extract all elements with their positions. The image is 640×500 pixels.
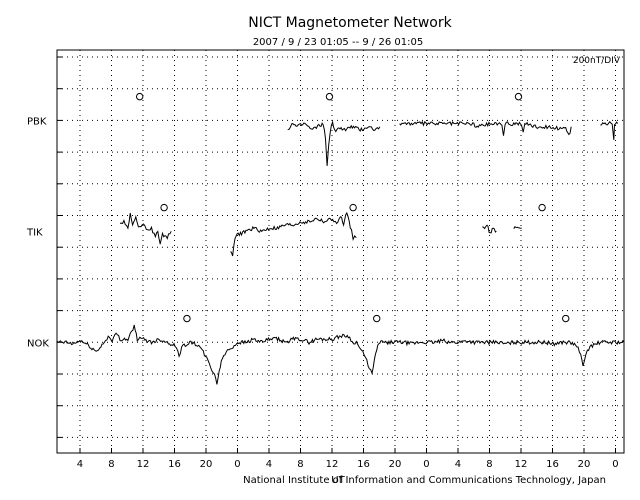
x-tick-label: 0 xyxy=(423,459,429,470)
station-label: NOK xyxy=(27,338,49,349)
chart-title: NICT Magnetometer Network xyxy=(248,15,452,31)
local-noon-marker xyxy=(538,203,546,212)
series-line-tik xyxy=(513,225,522,229)
x-tick-label: 20 xyxy=(200,459,213,470)
x-tick-label: 4 xyxy=(266,459,272,470)
x-tick-label: 0 xyxy=(612,459,618,470)
local-noon-marker xyxy=(514,92,523,101)
x-tick-label: 12 xyxy=(137,459,150,470)
chart-subtitle: 2007 / 9 / 23 01:05 -- 9 / 26 01:05 xyxy=(253,37,423,48)
series-line-tik xyxy=(119,212,172,245)
series-line-pbk xyxy=(399,120,572,136)
plot-frame xyxy=(56,49,625,454)
x-axis-ticks: 4 8 12 16 20 0 4 8 12 16 20 0 4 8 12 16 20 0 xyxy=(77,448,619,470)
series-line-nok xyxy=(56,324,625,385)
local-noon-marker xyxy=(373,314,381,323)
series-line-pbk xyxy=(287,120,381,166)
x-tick-label: 0 xyxy=(234,459,240,470)
local-noon-marker xyxy=(160,203,168,212)
x-tick-label: 8 xyxy=(297,459,303,470)
local-noon-marker xyxy=(349,203,357,212)
local-noon-marker xyxy=(562,314,570,323)
x-tick-label: 8 xyxy=(108,459,114,470)
x-tick-label: 20 xyxy=(389,459,402,470)
station-label: TIK xyxy=(26,227,43,238)
local-noon-marker xyxy=(325,92,334,101)
x-tick-label: 16 xyxy=(168,459,181,470)
x-axis-unit: UT xyxy=(331,475,345,486)
scale-label: 200nT/DIV xyxy=(573,56,621,66)
series-group: PBK TIK NOK xyxy=(26,92,625,385)
series-line-tik xyxy=(482,224,497,234)
plot-grid xyxy=(57,50,624,453)
series-line-tik xyxy=(230,211,357,257)
x-tick-label: 12 xyxy=(515,459,528,470)
x-tick-label: 16 xyxy=(357,459,370,470)
x-tick-label: 20 xyxy=(578,459,591,470)
x-tick-label: 12 xyxy=(326,459,339,470)
series-line-pbk xyxy=(600,121,619,140)
x-tick-label: 4 xyxy=(77,459,83,470)
x-tick-label: 4 xyxy=(455,459,461,470)
local-noon-marker xyxy=(183,314,191,323)
station-label: PBK xyxy=(27,116,47,127)
x-tick-label: 16 xyxy=(546,459,559,470)
x-tick-label: 8 xyxy=(486,459,492,470)
local-noon-marker xyxy=(135,92,144,101)
footer-credit: National Institute of Information and Co… xyxy=(243,475,606,486)
